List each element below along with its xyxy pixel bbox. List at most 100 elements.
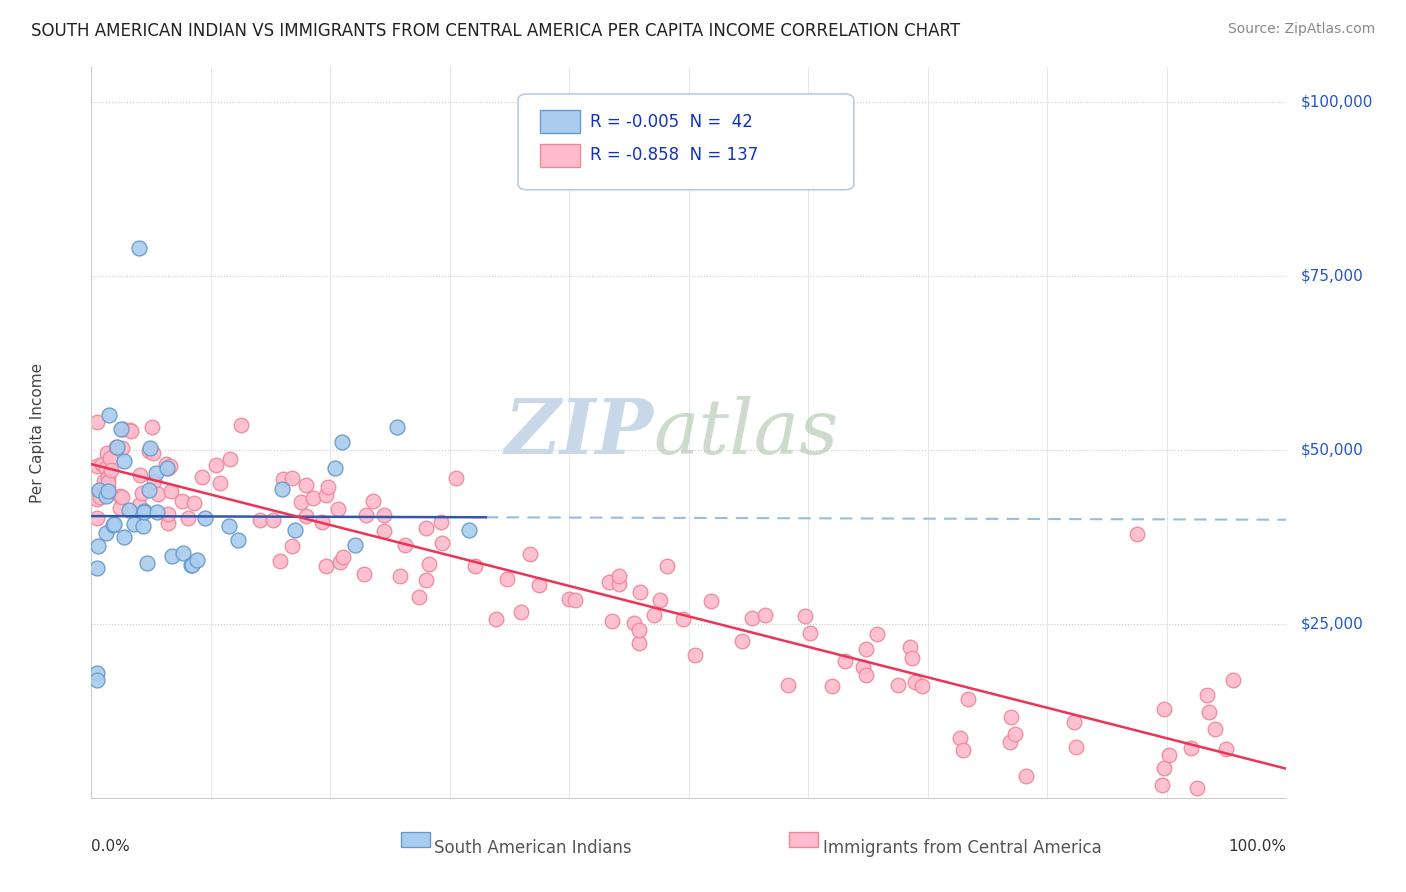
Point <box>485 612 508 626</box>
Point <box>281 539 304 553</box>
Point <box>628 623 651 637</box>
Point <box>124 517 146 532</box>
Point <box>898 640 921 654</box>
Point <box>683 648 706 662</box>
Point <box>86 511 108 525</box>
Point <box>778 678 800 692</box>
Point <box>389 569 412 583</box>
Point <box>98 408 121 422</box>
Point <box>957 692 980 706</box>
Point <box>598 575 620 590</box>
Point <box>108 500 131 515</box>
Point <box>86 539 108 553</box>
Point <box>623 616 645 631</box>
Point <box>446 471 468 485</box>
Point <box>430 536 453 550</box>
Point <box>139 441 162 455</box>
Point <box>160 549 183 563</box>
Point <box>607 577 630 591</box>
Point <box>415 521 437 535</box>
Point <box>1215 742 1237 756</box>
Point <box>731 633 754 648</box>
Point <box>209 475 232 490</box>
Point <box>311 515 333 529</box>
Point <box>120 424 142 438</box>
Point <box>98 451 121 466</box>
Point <box>564 593 586 607</box>
Point <box>609 569 631 583</box>
Point <box>457 523 479 537</box>
Point <box>141 420 163 434</box>
Text: $25,000: $25,000 <box>1301 616 1364 632</box>
Point <box>904 675 927 690</box>
Text: R = -0.858  N = 137: R = -0.858 N = 137 <box>589 146 758 164</box>
Point <box>911 679 934 693</box>
FancyBboxPatch shape <box>517 94 853 190</box>
Point <box>226 533 249 547</box>
Text: South American Indians: South American Indians <box>434 839 633 857</box>
Point <box>1153 761 1175 775</box>
Point <box>105 440 128 454</box>
Point <box>172 494 194 508</box>
Point <box>91 457 114 471</box>
Point <box>131 486 153 500</box>
Point <box>557 592 579 607</box>
Point <box>1204 722 1226 736</box>
Point <box>628 585 651 599</box>
Point <box>110 422 132 436</box>
Point <box>330 435 353 450</box>
Point <box>295 477 318 491</box>
Point <box>86 665 108 680</box>
Point <box>110 489 132 503</box>
Point <box>93 474 115 488</box>
Text: $75,000: $75,000 <box>1301 268 1364 284</box>
Point <box>155 457 177 471</box>
Point <box>741 610 763 624</box>
FancyBboxPatch shape <box>401 832 430 847</box>
Point <box>86 459 108 474</box>
Point <box>1004 727 1026 741</box>
Text: 100.0%: 100.0% <box>1229 838 1286 854</box>
Point <box>97 480 120 494</box>
Point <box>218 519 240 533</box>
Point <box>138 483 160 498</box>
Point <box>948 731 970 745</box>
FancyBboxPatch shape <box>789 832 818 847</box>
Point <box>700 593 723 607</box>
Point <box>159 483 181 498</box>
Point <box>145 466 167 480</box>
Point <box>94 489 117 503</box>
Point <box>394 538 416 552</box>
Point <box>363 494 385 508</box>
FancyBboxPatch shape <box>540 144 581 167</box>
Point <box>157 507 180 521</box>
Point <box>132 505 155 519</box>
Point <box>103 517 125 532</box>
Point <box>886 677 908 691</box>
Point <box>146 505 169 519</box>
Point <box>353 567 375 582</box>
Point <box>373 524 395 538</box>
Point <box>86 673 108 687</box>
Point <box>323 461 346 475</box>
Point <box>146 486 169 500</box>
Point <box>128 241 150 255</box>
Text: Per Capita Income: Per Capita Income <box>30 362 45 503</box>
Text: $100,000: $100,000 <box>1301 95 1374 109</box>
Point <box>1015 769 1038 783</box>
Text: atlas: atlas <box>652 396 838 469</box>
Point <box>1180 741 1202 756</box>
Point <box>269 554 291 568</box>
Point <box>132 504 155 518</box>
Point <box>866 627 889 641</box>
Point <box>142 474 165 488</box>
Point <box>117 503 139 517</box>
Point <box>190 469 212 483</box>
Point <box>527 578 550 592</box>
Point <box>97 475 120 489</box>
Point <box>101 517 124 532</box>
Point <box>156 461 179 475</box>
Point <box>643 608 665 623</box>
Point <box>128 498 150 512</box>
Point <box>373 508 395 522</box>
